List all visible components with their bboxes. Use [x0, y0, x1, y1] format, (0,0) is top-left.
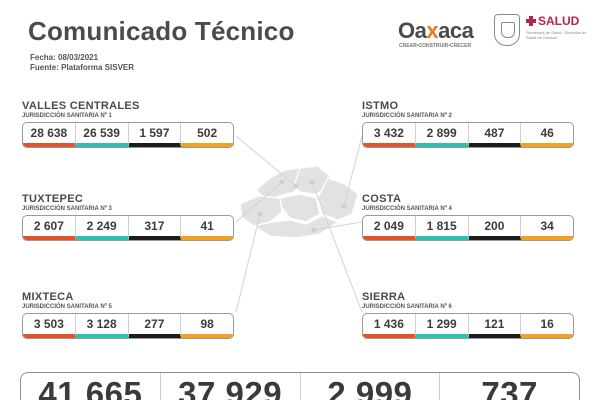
stat-cell: 3 503 — [23, 314, 76, 338]
map-point-valles — [293, 183, 299, 189]
salud-subtitle: Secretaría de Salud / Servicios de Salud… — [526, 30, 587, 40]
region-card-sierra: SIERRA JURISDICCIÓN SANITARIA Nº 6 1 436… — [362, 291, 574, 339]
map-region-valles — [279, 193, 321, 223]
region-card-istmo: ISTMO JURISDICCIÓN SANITARIA Nº 2 3 432 … — [362, 100, 574, 148]
stat-cell: 317 — [128, 216, 182, 240]
state-totals: 41 665 37 929 2 999 737 — [20, 372, 580, 400]
region-name: TUXTEPEC — [22, 193, 84, 205]
report-date: Fecha: 08/03/2021 — [30, 53, 99, 62]
stat-cell: 26 539 — [75, 123, 129, 147]
salud-cross-icon — [526, 16, 536, 26]
salud-label: SALUD — [538, 14, 580, 28]
stat-cell: 41 — [181, 216, 233, 240]
stat-cell: 46 — [521, 123, 573, 147]
region-name: SIERRA — [362, 291, 406, 303]
stat-cell: 2 049 — [363, 216, 416, 240]
state-seal-icon — [494, 14, 520, 46]
stat-cell: 28 638 — [23, 123, 76, 147]
region-stats: 1 436 1 299 121 16 — [362, 313, 574, 339]
leader-line-sierra — [311, 181, 363, 313]
stat-cell: 2 899 — [415, 123, 469, 147]
stat-cell: 1 597 — [128, 123, 182, 147]
map-point-mixteca — [257, 211, 263, 217]
region-jurisdiction: JURISDICCIÓN SANITARIA Nº 4 — [362, 206, 452, 212]
leader-line-costa — [313, 221, 363, 231]
region-card-costa: COSTA JURISDICCIÓN SANITARIA Nº 4 2 049 … — [362, 193, 574, 241]
stat-cell: 277 — [128, 314, 182, 338]
region-card-tuxtepec: TUXTEPEC JURISDICCIÓN SANITARIA Nº 3 2 6… — [22, 193, 234, 241]
region-jurisdiction: JURISDICCIÓN SANITARIA Nº 5 — [22, 304, 112, 310]
region-name: ISTMO — [362, 100, 399, 112]
oaxaca-logo: Oaxaca — [398, 18, 474, 43]
region-jurisdiction: JURISDICCIÓN SANITARIA Nº 1 — [22, 113, 112, 119]
stat-cell: 3 432 — [363, 123, 416, 147]
map-region-costa — [252, 215, 340, 239]
stat-cell: 1 299 — [415, 314, 469, 338]
leader-line-istmo — [343, 135, 363, 207]
stat-cell: 98 — [181, 314, 233, 338]
map-region-istmo — [317, 177, 359, 221]
region-stats: 3 432 2 899 487 46 — [362, 122, 574, 148]
leader-line-valles — [235, 135, 297, 187]
map-point-tuxtepec — [279, 179, 285, 185]
page-title: Comunicado Técnico — [28, 16, 295, 46]
region-jurisdiction: JURISDICCIÓN SANITARIA Nº 2 — [362, 113, 452, 119]
region-stats: 2 049 1 815 200 34 — [362, 215, 574, 241]
region-stats: 3 503 3 128 277 98 — [22, 313, 234, 339]
leader-line-tuxtepec — [235, 181, 283, 223]
region-name: VALLES CENTRALES — [22, 100, 140, 112]
data-source: Fuente: Plataforma SISVER — [30, 63, 135, 72]
region-jurisdiction: JURISDICCIÓN SANITARIA Nº 6 — [362, 304, 452, 310]
map-point-sierra — [309, 179, 315, 185]
region-stats: 2 607 2 249 317 41 — [22, 215, 234, 241]
total-cell: 2 999 — [301, 373, 441, 400]
oaxaca-tagline: CREAR•CONSTRUIR•CRECER — [399, 43, 472, 49]
total-cell: 41 665 — [21, 373, 161, 400]
region-card-valles-centrales: VALLES CENTRALES JURISDICCIÓN SANITARIA … — [22, 100, 234, 148]
stat-cell: 3 128 — [75, 314, 129, 338]
map-point-costa — [311, 227, 317, 233]
region-name: MIXTECA — [22, 291, 74, 303]
total-cell: 37 929 — [161, 373, 301, 400]
stat-cell: 502 — [181, 123, 233, 147]
map-region-mixteca — [239, 195, 283, 227]
region-name: COSTA — [362, 193, 402, 205]
stat-cell: 34 — [521, 216, 573, 240]
map-point-istmo — [341, 203, 347, 209]
total-cell: 737 — [481, 375, 538, 400]
stat-cell: 200 — [468, 216, 522, 240]
stat-cell: 487 — [468, 123, 522, 147]
map-region-sierra — [293, 165, 331, 195]
leader-line-mixteca — [235, 213, 261, 313]
logo-area: Oaxaca CREAR•CONSTRUIR•CRECER SALUD Secr… — [398, 12, 588, 50]
region-jurisdiction: JURISDICCIÓN SANITARIA Nº 3 — [22, 206, 112, 212]
stat-cell: 1 436 — [363, 314, 416, 338]
stat-cell: 16 — [521, 314, 573, 338]
map-region-tuxtepec — [255, 167, 307, 201]
stat-cell: 121 — [468, 314, 522, 338]
stat-cell: 1 815 — [415, 216, 469, 240]
region-card-mixteca: MIXTECA JURISDICCIÓN SANITARIA Nº 5 3 50… — [22, 291, 234, 339]
stat-cell: 2 249 — [75, 216, 129, 240]
region-stats: 28 638 26 539 1 597 502 — [22, 122, 234, 148]
stat-cell: 2 607 — [23, 216, 76, 240]
